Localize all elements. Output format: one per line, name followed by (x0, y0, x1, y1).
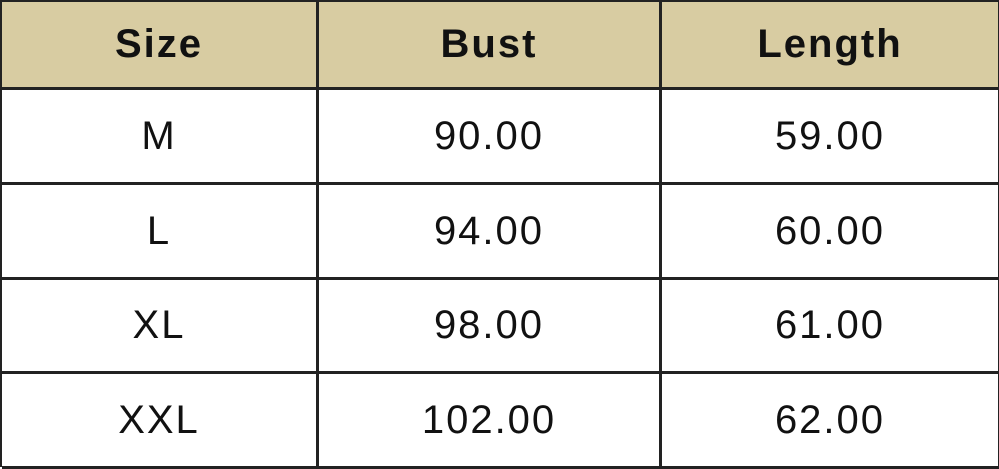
header-cell: Bust (319, 2, 662, 90)
table-cell: XL (2, 280, 319, 374)
table-cell: 62.00 (662, 374, 999, 469)
table-cell: M (2, 90, 319, 185)
header-cell: Size (2, 2, 319, 90)
table-cell: 98.00 (319, 280, 662, 374)
table-cell: 60.00 (662, 185, 999, 280)
table-cell: XXL (2, 374, 319, 469)
table-cell: 59.00 (662, 90, 999, 185)
table-cell: 94.00 (319, 185, 662, 280)
header-cell: Length (662, 2, 999, 90)
table-cell: 102.00 (319, 374, 662, 469)
table-cell: L (2, 185, 319, 280)
table-cell: 61.00 (662, 280, 999, 374)
table-cell: 90.00 (319, 90, 662, 185)
